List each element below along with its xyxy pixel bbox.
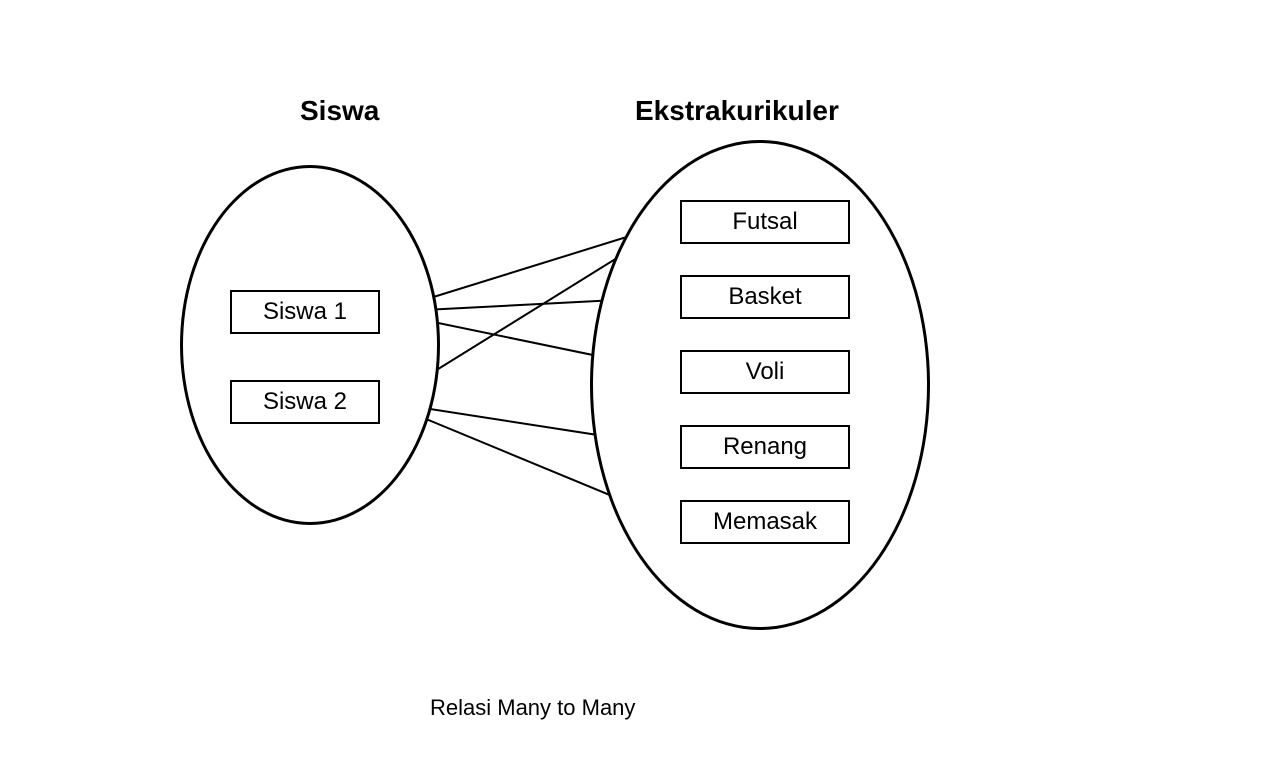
left-set-title: Siswa [300, 95, 379, 127]
left-ellipse [180, 165, 440, 525]
relation-diagram: Siswa Ekstrakurikuler Siswa 1 Siswa 2 Fut… [0, 0, 1278, 760]
left-item: Siswa 2 [230, 380, 380, 424]
right-set-title: Ekstrakurikuler [635, 95, 839, 127]
left-item: Siswa 1 [230, 290, 380, 334]
right-item: Futsal [680, 200, 850, 244]
diagram-caption: Relasi Many to Many [430, 695, 635, 721]
right-item: Memasak [680, 500, 850, 544]
right-item: Renang [680, 425, 850, 469]
right-item: Voli [680, 350, 850, 394]
right-item: Basket [680, 275, 850, 319]
